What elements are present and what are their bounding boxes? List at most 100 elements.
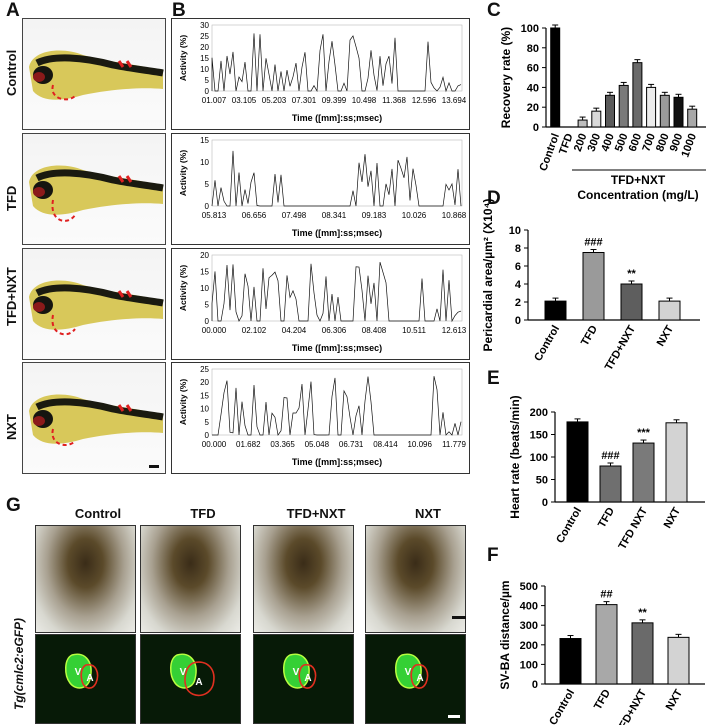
activity-x-label: Time ([mm]:ss;msec) — [292, 343, 382, 353]
y-axis-label: Recovery rate (%) — [499, 27, 513, 128]
x-tick-label: 11.368 — [382, 96, 406, 105]
x-tick-label: 11.779 — [442, 440, 466, 449]
y-tick-label: 100 — [521, 23, 539, 35]
bar — [582, 252, 605, 321]
x-tick-label: 04.204 — [282, 326, 307, 335]
y-tick-label: 0 — [205, 87, 210, 96]
panel-letter-e: E — [487, 368, 500, 389]
y-tick-label: 10 — [200, 65, 209, 74]
x-tick-label: 00.000 — [202, 440, 227, 449]
brightfield-image — [140, 525, 241, 633]
x-tick-label: 05.203 — [262, 96, 287, 105]
y-tick-label: 2 — [515, 297, 521, 309]
activity-x-label: Time ([mm]:ss;msec) — [292, 228, 382, 238]
y-tick-label: 60 — [527, 63, 539, 75]
activity-x-label: Time ([mm]:ss;msec) — [292, 113, 382, 123]
x-tick-label: 08.408 — [362, 326, 387, 335]
bar — [687, 108, 698, 128]
x-tick-label: 03.105 — [232, 96, 257, 105]
y-tick-label: 20 — [200, 43, 209, 52]
significance-label: ** — [638, 607, 647, 619]
x-tick-label: 06.731 — [339, 440, 364, 449]
x-tick-label: 10.026 — [402, 211, 427, 220]
x-category-label: 600 — [627, 132, 645, 153]
y-tick-label: 30 — [200, 21, 209, 30]
x-category-label: 200 — [572, 132, 590, 153]
y-tick-label: 0 — [533, 122, 539, 134]
y-tick-label: 25 — [200, 32, 209, 41]
x-category-label: TFD NXT — [616, 505, 650, 551]
x-tick-label: 12.596 — [412, 96, 437, 105]
atrium-outline — [410, 663, 429, 689]
bar — [566, 421, 589, 503]
y-tick-label: 80 — [527, 43, 539, 55]
y-tick-label: 40 — [527, 82, 539, 94]
activity-x-label: Time ([mm]:ss;msec) — [292, 457, 382, 467]
y-tick-label: 400 — [520, 601, 538, 613]
ventricle-shape — [283, 653, 310, 689]
chamber-v-label: V — [293, 667, 300, 678]
x-category-label: 700 — [640, 132, 658, 153]
x-category-label: TFD+NXT — [614, 687, 649, 725]
y-tick-label: 100 — [520, 659, 538, 671]
y-tick-label: 0 — [205, 317, 210, 326]
atrium-outline — [298, 663, 317, 689]
bar — [632, 442, 655, 503]
y-tick-label: 300 — [520, 620, 538, 632]
bar — [673, 96, 684, 128]
x-tick-label: 10.511 — [402, 326, 426, 335]
scale-bar — [452, 616, 466, 619]
x-tick-label: 08.414 — [373, 440, 398, 449]
y-tick-label: 5 — [205, 76, 210, 85]
activity-trace — [211, 262, 462, 323]
x-tick-label: 05.813 — [202, 211, 227, 220]
y-tick-label: 0 — [205, 202, 210, 211]
x-tick-label: 09.399 — [322, 96, 347, 105]
ventricle-shape — [395, 653, 422, 689]
bar — [620, 283, 643, 321]
x-tick-label: 01.682 — [236, 440, 261, 449]
bar — [631, 622, 654, 685]
significance-label: ## — [600, 589, 612, 601]
y-tick-label: 0 — [542, 497, 548, 509]
y-tick-label: 10 — [509, 225, 521, 237]
y-tick-label: 500 — [520, 581, 538, 593]
y-tick-label: 6 — [515, 261, 521, 273]
y-tick-label: 150 — [530, 430, 548, 442]
x-tick-label: 01.007 — [202, 96, 227, 105]
chamber-v-label: V — [75, 667, 82, 678]
x-tick-label: 00.000 — [202, 326, 227, 335]
significance-label: ### — [584, 237, 602, 249]
y-tick-label: 20 — [527, 102, 539, 114]
bar — [646, 86, 657, 128]
ventricle-shape — [65, 653, 92, 689]
activity-trace — [211, 150, 462, 207]
activity-box: 0 5 10 15 Activity (%) 05.813 06.656 07.498 08.3… — [171, 133, 470, 245]
bar — [605, 94, 615, 128]
y-tick-label: 15 — [200, 391, 209, 400]
activity-trace — [211, 33, 462, 93]
chamber-a-label: A — [86, 673, 93, 684]
y-tick-label: 200 — [520, 640, 538, 652]
column-header: Control — [74, 506, 122, 521]
x-tick-label: 10.498 — [352, 96, 377, 105]
y-axis-label: Heart rate (beats/min) — [508, 395, 522, 518]
fish-image — [22, 362, 166, 474]
bar — [595, 604, 618, 685]
panel-letter-c: C — [487, 0, 501, 21]
panel-letter-f: F — [487, 545, 499, 566]
activity-y-label: Activity (%) — [178, 265, 188, 311]
panel-letter-b: B — [172, 0, 186, 21]
x-tick-label: 13.694 — [442, 96, 467, 105]
significance-label: ** — [627, 268, 636, 280]
x-category-label: Control — [532, 324, 562, 364]
x-tick-label: 06.656 — [242, 211, 267, 220]
activity-y-label: Activity (%) — [178, 150, 188, 196]
x-category-label: TFD+NXT — [603, 323, 638, 372]
column-header: NXT — [415, 506, 441, 521]
x-tick-label: 10.096 — [407, 440, 432, 449]
